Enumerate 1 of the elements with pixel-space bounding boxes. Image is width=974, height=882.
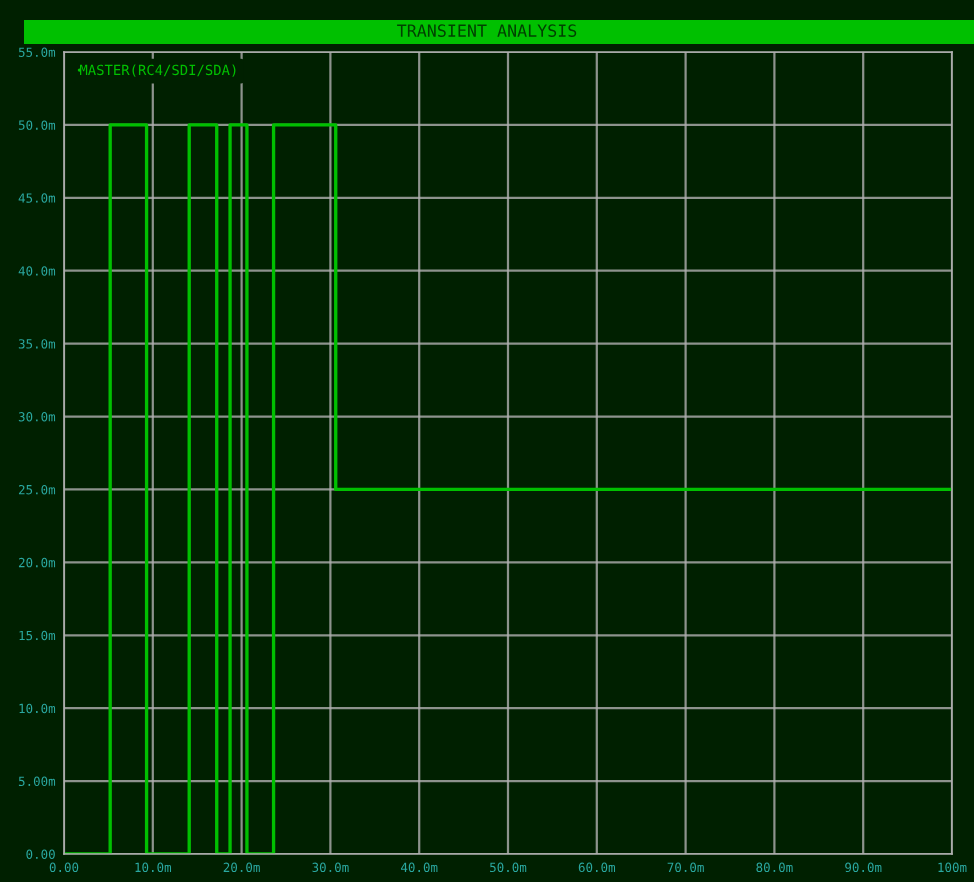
- chart-title: TRANSIENT ANALYSIS: [397, 24, 577, 37]
